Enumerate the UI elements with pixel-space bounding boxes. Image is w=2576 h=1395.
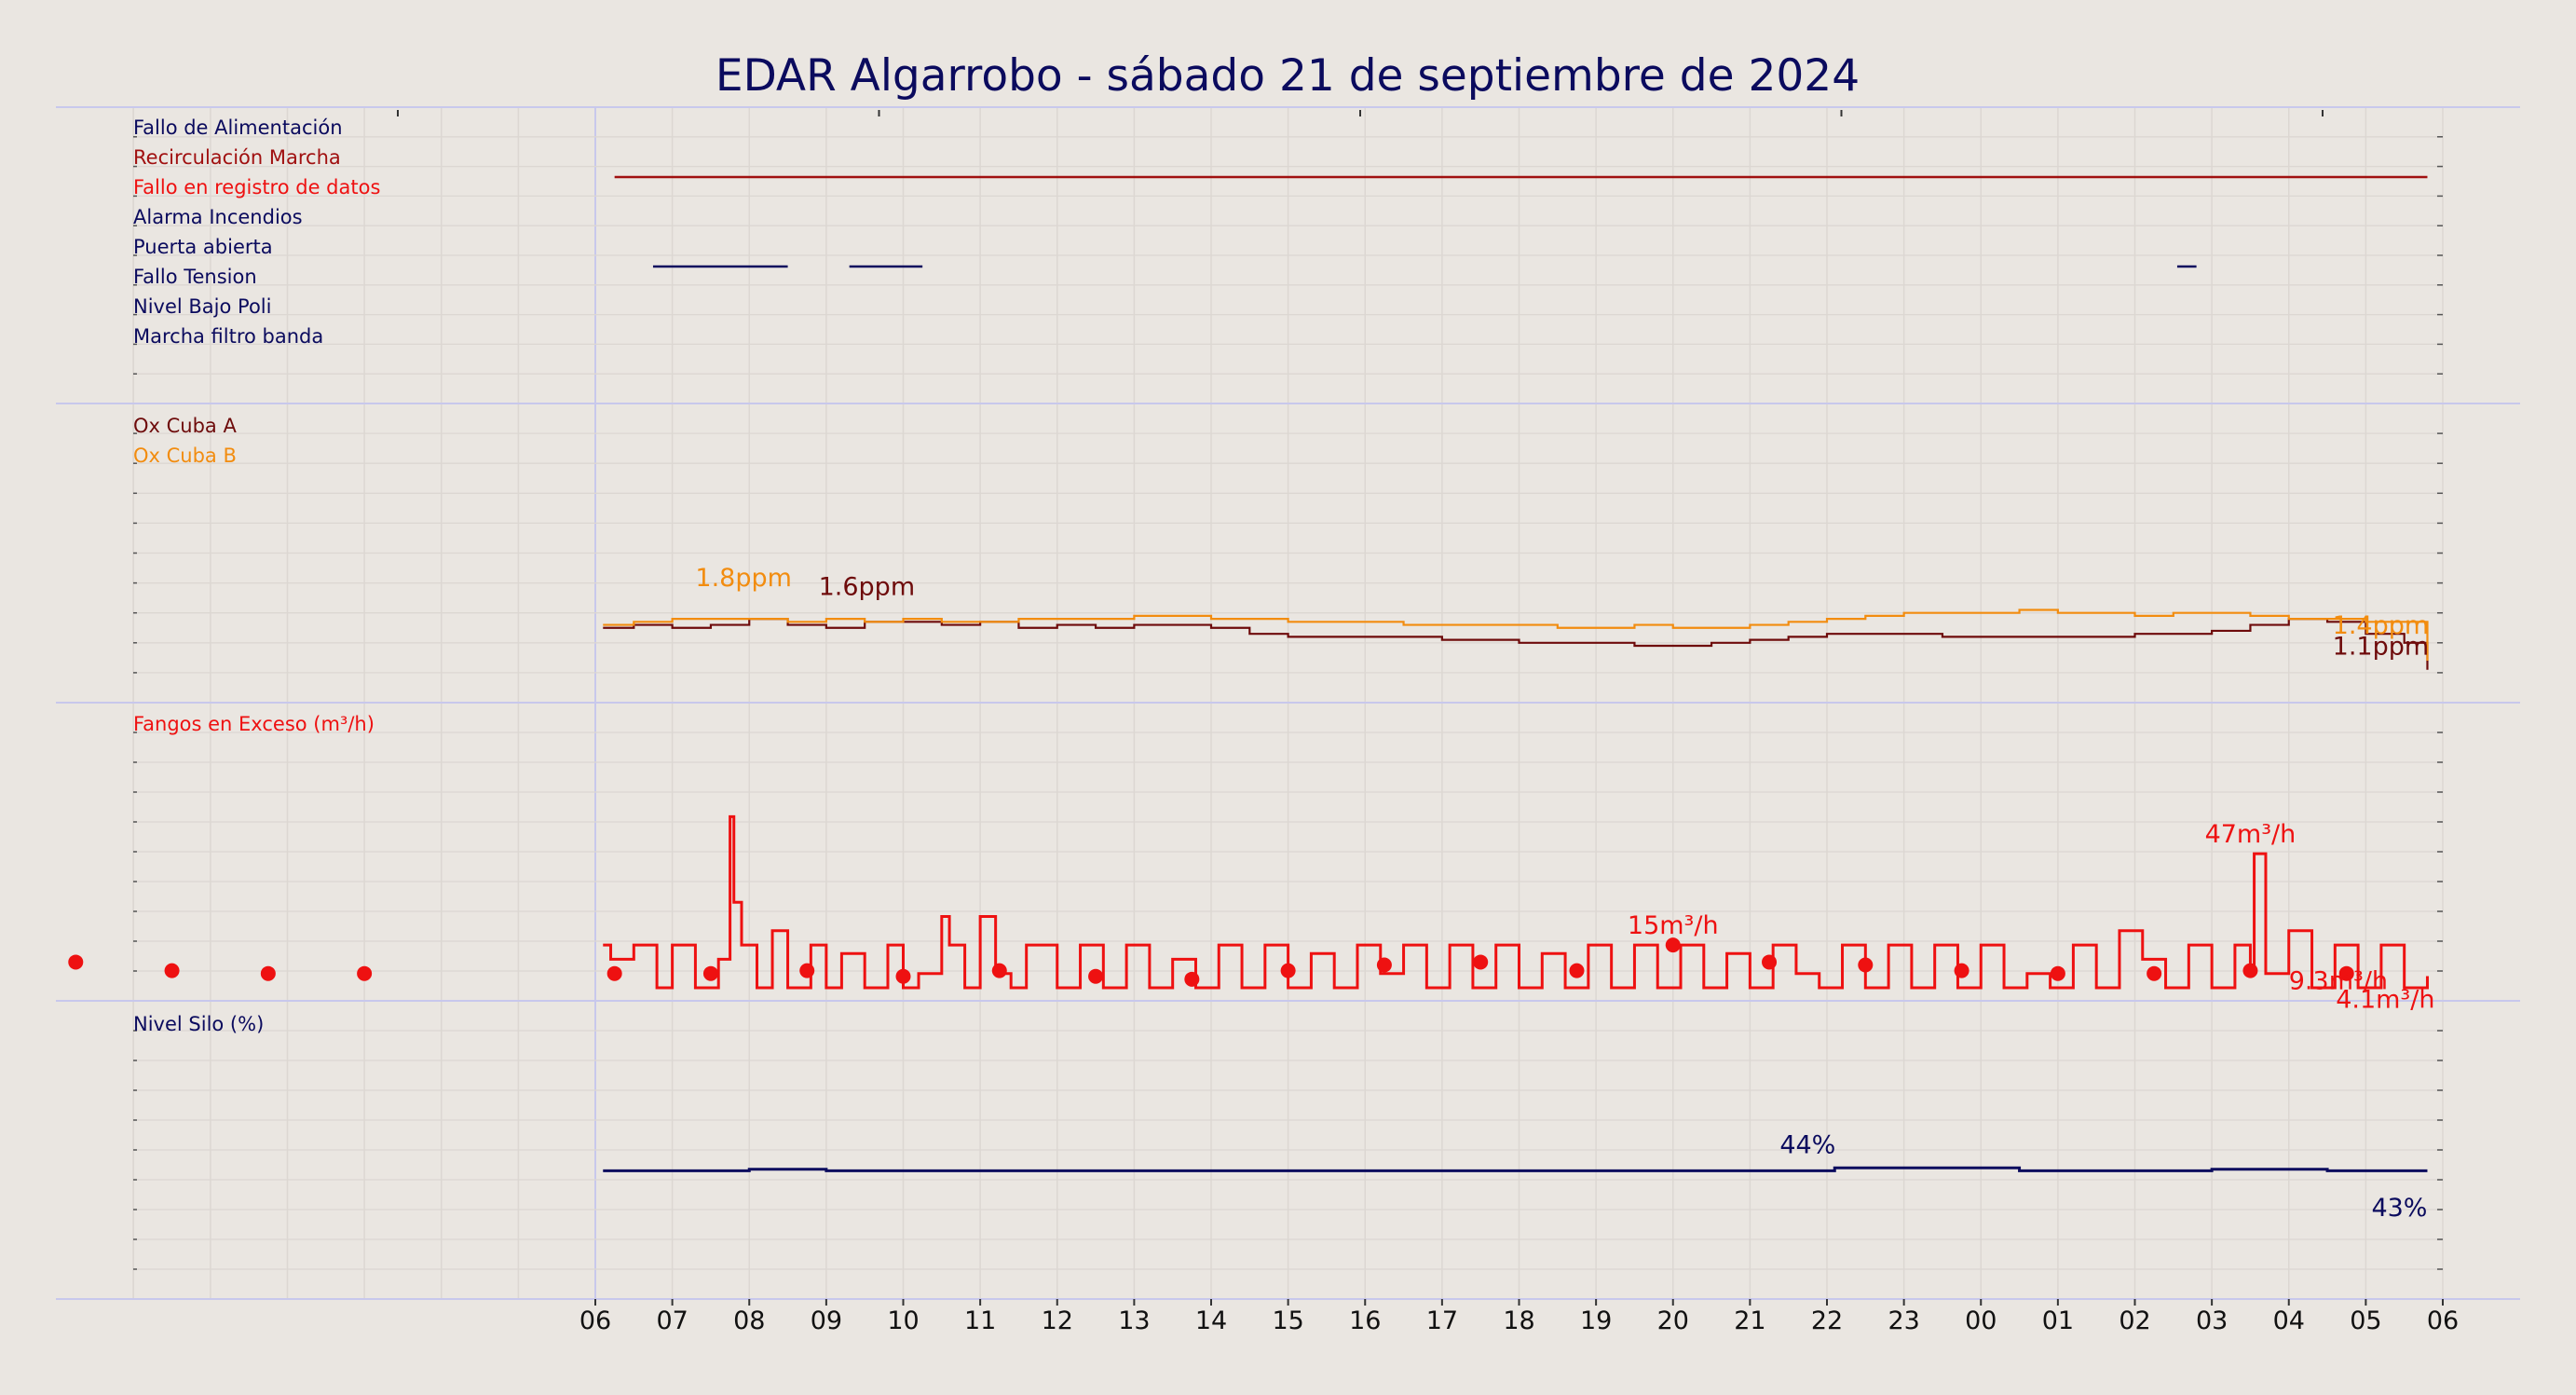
data-label: 4.1m³/h	[2336, 985, 2434, 1014]
daily-marker	[1184, 971, 1200, 987]
daily-marker	[164, 963, 180, 978]
legend-label: Alarma Incendios	[133, 206, 303, 228]
data-label: 1.1ppm	[2333, 633, 2430, 662]
data-label: 9.3m³/h	[2289, 967, 2388, 996]
series-line-ox-cuba-b	[603, 609, 2429, 662]
legend-label: Fallo Tension	[133, 266, 257, 288]
data-label: 15m³/h	[1628, 911, 1719, 940]
labels-layer: 06 07 08 09 10 11 12 13 14 15 16 17 18 19 20 21 22 23 00 01…	[133, 116, 2459, 1335]
daily-marker	[991, 963, 1007, 978]
x-tick-label: 12	[1042, 1306, 1073, 1335]
daily-marker	[1376, 957, 1392, 973]
x-tick-label: 09	[811, 1306, 842, 1335]
x-tick-label: 08	[733, 1306, 765, 1335]
daily-marker	[2050, 965, 2065, 981]
legend-label: Fallo de Alimentación	[133, 116, 343, 139]
legend-label: Recirculación Marcha	[133, 146, 341, 169]
x-tick-label: 05	[2350, 1306, 2381, 1335]
legend-label: Fallo en registro de datos	[133, 176, 380, 198]
daily-marker	[1858, 957, 1874, 973]
series-line-ox-cuba-a	[603, 618, 2429, 670]
legend-label: Marcha filtro banda	[133, 325, 323, 348]
daily-marker	[2338, 965, 2354, 981]
daily-marker	[1280, 963, 1296, 978]
daily-marker	[357, 965, 373, 981]
x-tick-label: 21	[1734, 1306, 1765, 1335]
x-tick-label: 06	[579, 1306, 611, 1335]
data-label: 44%	[1779, 1131, 1835, 1160]
daily-marker	[260, 965, 276, 981]
data-layer	[68, 175, 2429, 1172]
x-tick-label: 04	[2273, 1306, 2305, 1335]
legend-label: Nivel Bajo Poli	[133, 295, 271, 318]
legend-label: Fangos en Exceso (m³/h)	[133, 713, 375, 735]
daily-marker	[1954, 963, 1969, 978]
data-label: 43%	[2371, 1194, 2427, 1223]
daily-marker	[1569, 963, 1585, 978]
daily-marker	[702, 965, 718, 981]
x-tick-label: 01	[2042, 1306, 2074, 1335]
data-label: 1.6ppm	[819, 572, 916, 601]
x-tick-label: 15	[1272, 1306, 1303, 1335]
x-tick-label: 10	[887, 1306, 919, 1335]
chart-title: EDAR Algarrobo - sábado 21 de septiembre…	[716, 50, 1860, 102]
daily-marker	[68, 954, 84, 970]
data-label: 1.4ppm	[2333, 611, 2430, 640]
daily-marker	[895, 968, 911, 984]
x-tick-label: 13	[1118, 1306, 1150, 1335]
daily-marker	[1088, 968, 1104, 984]
x-tick-label: 02	[2119, 1306, 2150, 1335]
x-tick-label: 03	[2196, 1306, 2228, 1335]
x-tick-label: 19	[1580, 1306, 1612, 1335]
daily-marker	[1665, 937, 1681, 953]
daily-marker	[607, 965, 622, 981]
grid-layer	[56, 106, 2520, 1306]
daily-marker	[2147, 965, 2162, 981]
x-tick-label: 11	[964, 1306, 996, 1335]
data-label: 1.8ppm	[695, 564, 792, 593]
series-line-fangos	[603, 814, 2429, 990]
legend-label: Ox Cuba B	[133, 444, 237, 467]
legend-label: Puerta abierta	[133, 236, 273, 258]
x-tick-label: 20	[1657, 1306, 1689, 1335]
x-tick-label: 14	[1195, 1306, 1227, 1335]
x-tick-label: 07	[656, 1306, 688, 1335]
x-tick-label: 23	[1888, 1306, 1919, 1335]
daily-marker	[1762, 954, 1778, 970]
legend-label: Ox Cuba A	[133, 415, 237, 437]
series-line-silo	[603, 1166, 2428, 1172]
daily-marker	[1473, 954, 1489, 970]
data-label: 47m³/h	[2205, 820, 2297, 849]
x-tick-label: 00	[1965, 1306, 1997, 1335]
legend-label: Nivel Silo (%)	[133, 1013, 264, 1035]
x-tick-label: 16	[1349, 1306, 1381, 1335]
daily-marker	[799, 963, 815, 978]
daily-marker	[2242, 963, 2258, 978]
x-tick-label: 06	[2427, 1306, 2459, 1335]
x-tick-label: 18	[1503, 1306, 1534, 1335]
x-tick-label: 17	[1426, 1306, 1458, 1335]
x-tick-label: 22	[1811, 1306, 1843, 1335]
